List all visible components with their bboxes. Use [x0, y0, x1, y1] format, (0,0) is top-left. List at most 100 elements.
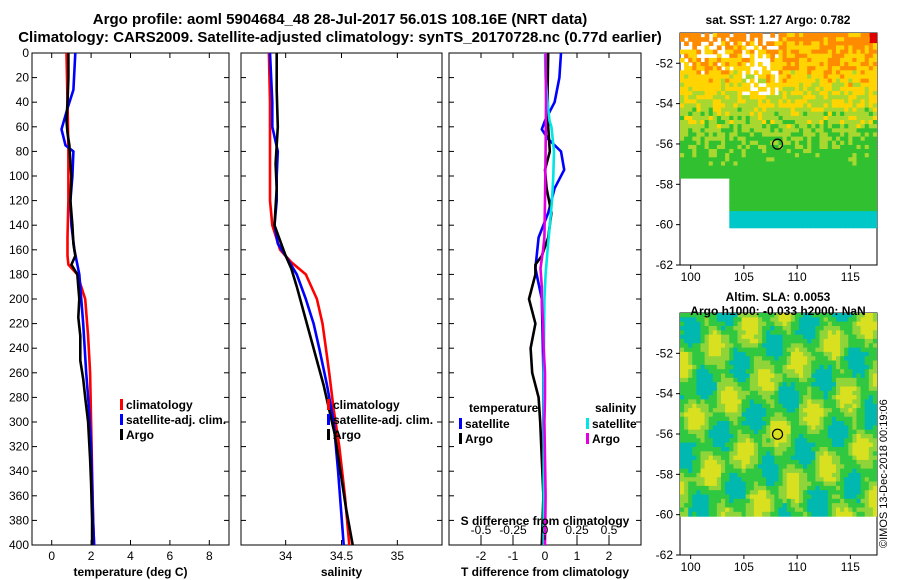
sla_map-cell: [700, 343, 706, 349]
sla_map-cell: [868, 390, 874, 396]
sst_map-cell: [807, 62, 812, 67]
sst_map-cell: [799, 120, 804, 125]
sla_map-cell: [758, 338, 763, 344]
sla_map-cell: [680, 447, 685, 452]
sla_map-cell: [692, 421, 697, 426]
sla_map-cell: [782, 416, 788, 422]
sla_map-cell: [692, 317, 697, 323]
sst_map-cell: [860, 215, 866, 220]
sla_map-cell: [872, 399, 877, 405]
depth-tick-label: 400: [9, 538, 29, 552]
sla_map-cell: [823, 364, 829, 370]
sst_map-cell: [860, 178, 866, 183]
sst_map-cell: [868, 186, 874, 191]
sst_map-cell: [803, 223, 808, 229]
sla_map-cell: [684, 507, 689, 513]
sst_map-cell: [745, 66, 751, 71]
sst_map-cell: [737, 132, 743, 138]
sla_map-cell: [708, 351, 714, 357]
sst_map-cell: [733, 202, 739, 208]
sla_map-cell: [770, 485, 775, 491]
sla_map-cell: [844, 330, 849, 336]
sla_map-cell: [729, 321, 734, 327]
sla_map-cell: [688, 485, 693, 491]
sla_map-cell: [782, 485, 788, 491]
sst_map-cell: [831, 74, 837, 80]
sla_map-cell: [729, 421, 734, 426]
sst_map-cell: [712, 169, 718, 175]
sla_map-cell: [758, 390, 763, 396]
sla_map-cell: [799, 326, 804, 331]
sla_map-cell: [811, 390, 816, 396]
sla_map-cell: [758, 494, 763, 500]
sla_map-cell: [758, 347, 763, 353]
sst_map-cell: [782, 219, 788, 225]
sla_map-cell: [836, 511, 841, 517]
sst_map-cell: [860, 219, 866, 225]
sla_map-cell: [794, 377, 800, 383]
sst_map-cell: [799, 99, 804, 104]
sla_map-cell: [737, 442, 743, 448]
sst_map-cell: [688, 49, 693, 55]
sst_map-cell: [823, 178, 829, 183]
sst_map-cell: [688, 161, 693, 167]
sst_map-cell: [749, 207, 755, 212]
sla_map-cell: [872, 360, 877, 366]
sla_map-cell: [692, 373, 697, 379]
sst_map-cell: [725, 144, 730, 150]
sla_map-cell: [753, 416, 759, 422]
sst_map-cell: [758, 78, 763, 84]
sst_map-cell: [737, 111, 743, 117]
sla_map-cell: [716, 498, 722, 504]
sla_map-cell: [868, 330, 874, 336]
sla_map-cell: [868, 442, 874, 448]
sst_map-cell: [737, 86, 743, 92]
sst_map-cell: [758, 62, 763, 67]
sst_map-cell: [811, 140, 816, 146]
sst_map-cell: [774, 57, 780, 63]
sla_map-cell: [733, 351, 739, 357]
sst_map-cell: [823, 202, 829, 208]
sst_map-cell: [864, 115, 870, 121]
sla_map-cell: [721, 403, 726, 409]
sst_map-cell: [725, 103, 730, 109]
sst_map-cell: [786, 78, 792, 84]
sst_map-cell: [684, 157, 689, 162]
sla_map-cell: [766, 313, 771, 318]
sst_map-cell: [688, 124, 693, 129]
sst_map-cell: [852, 78, 858, 84]
sst_map-cell: [745, 57, 751, 63]
sla_map-cell: [799, 343, 804, 349]
sst_map-cell: [680, 153, 685, 158]
sst_map-cell: [749, 140, 755, 146]
sst_map-cell: [827, 182, 833, 187]
sst_map-cell: [790, 66, 796, 71]
sla_map-cell: [737, 472, 743, 478]
sla_map-cell: [807, 498, 812, 504]
s-diff-xtick-label: 0.5: [601, 523, 618, 537]
sla_map-cell: [708, 421, 714, 426]
sst_map-cell: [860, 82, 866, 88]
sst_map-cell: [737, 70, 743, 75]
sst_map-cell: [704, 128, 710, 133]
sst_map-cell: [794, 107, 800, 113]
sst_map-cell: [803, 149, 808, 154]
sla_map-cell: [721, 511, 726, 517]
sla_map-cell: [872, 416, 877, 422]
sla_map-cell: [864, 412, 870, 418]
sst_map-cell: [799, 78, 804, 84]
sst_map-cell: [753, 115, 759, 121]
sla_map-cell: [684, 390, 689, 396]
sst_map-cell: [811, 120, 816, 125]
sst_map-cell: [737, 136, 743, 142]
sla_map-cell: [872, 442, 877, 448]
sla_map-cell: [827, 321, 833, 327]
sla_map-cell: [721, 351, 726, 357]
sla_map-ytick-label: -62: [656, 548, 674, 562]
sst_map-cell: [778, 215, 784, 220]
sst_map-cell: [770, 178, 775, 183]
sla_map-cell: [684, 386, 689, 392]
sst_map-cell: [790, 45, 796, 51]
sla_map-cell: [868, 364, 874, 370]
sla_map-cell: [864, 317, 870, 323]
